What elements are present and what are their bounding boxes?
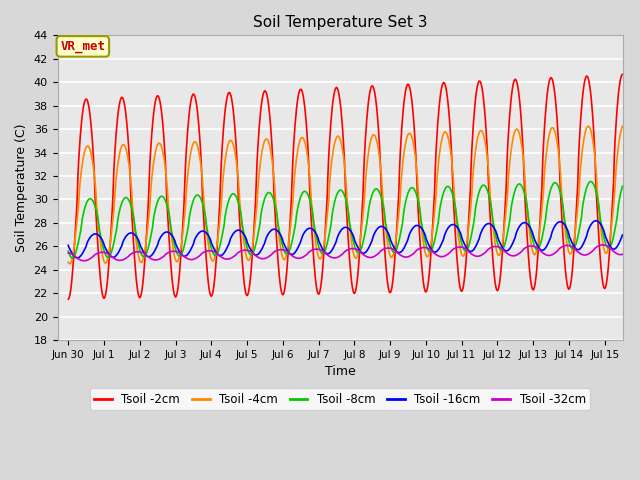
Legend: Tsoil -2cm, Tsoil -4cm, Tsoil -8cm, Tsoil -16cm, Tsoil -32cm: Tsoil -2cm, Tsoil -4cm, Tsoil -8cm, Tsoi… — [90, 388, 591, 410]
Title: Soil Temperature Set 3: Soil Temperature Set 3 — [253, 15, 428, 30]
Y-axis label: Soil Temperature (C): Soil Temperature (C) — [15, 123, 28, 252]
X-axis label: Time: Time — [324, 365, 355, 378]
Text: VR_met: VR_met — [60, 40, 106, 53]
